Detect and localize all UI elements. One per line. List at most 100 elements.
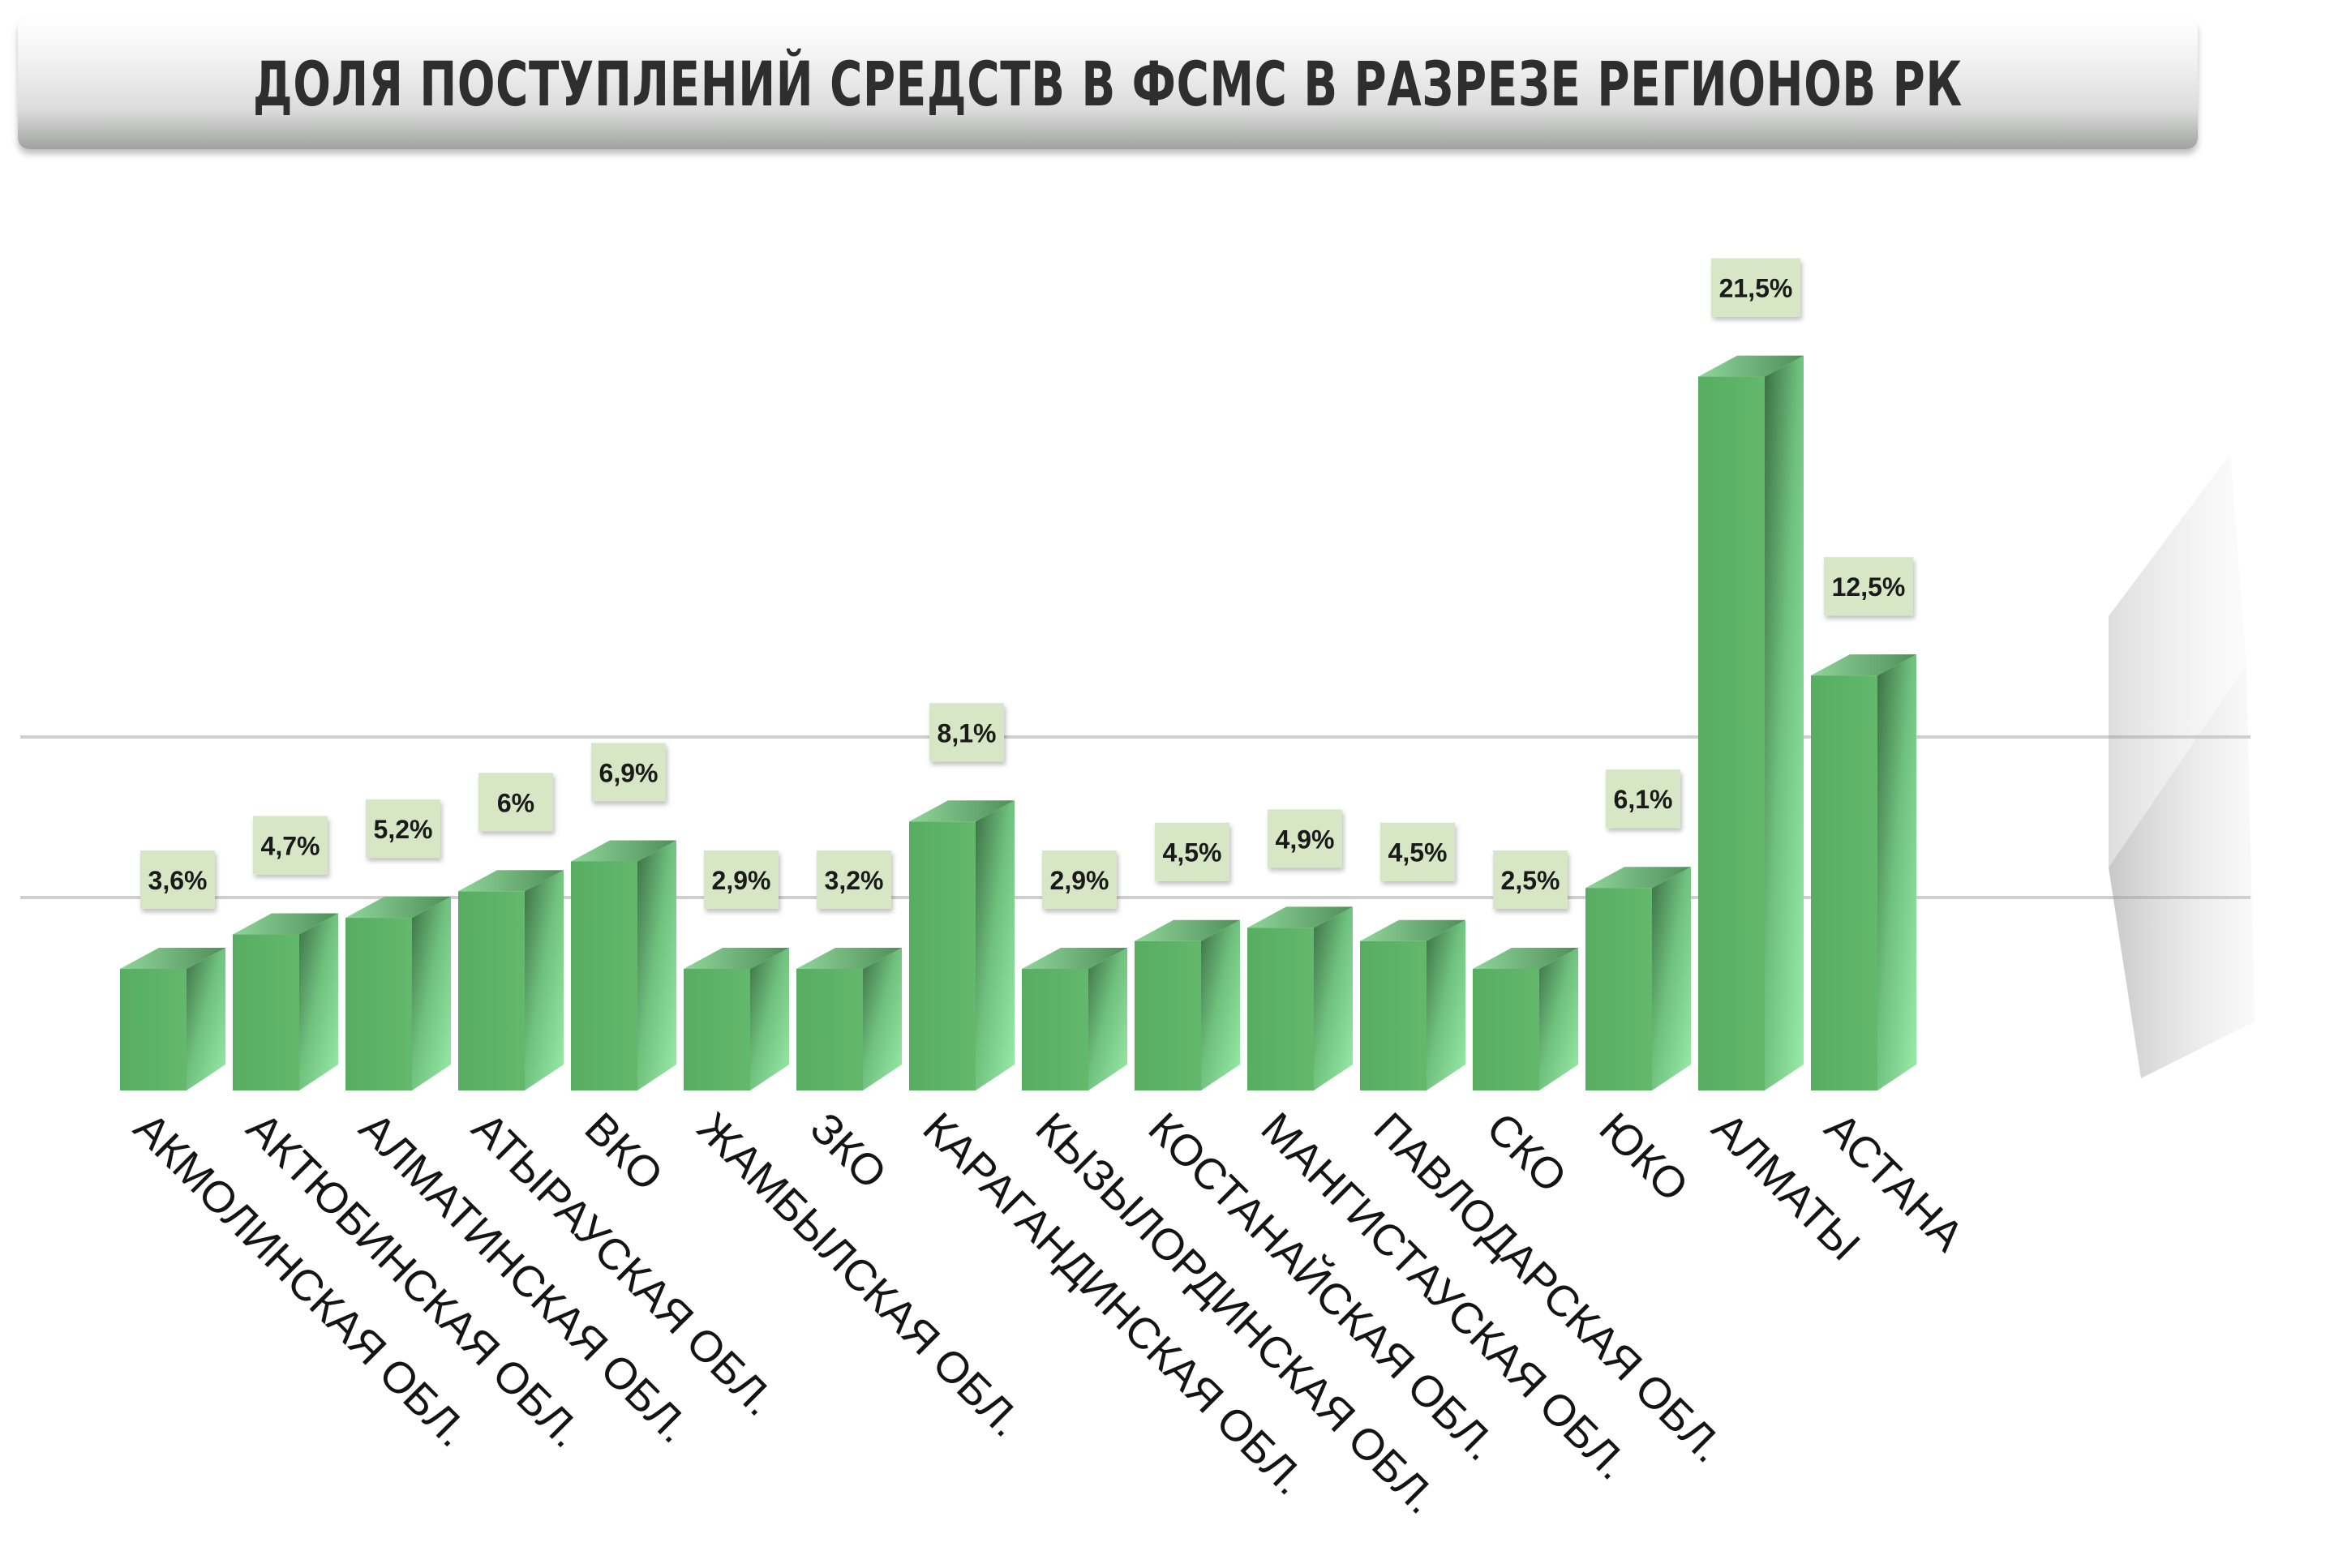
value-label: 12,5%: [1824, 557, 1913, 616]
chart-title: ДОЛЯ ПОСТУПЛЕНИЙ СРЕДСТВ В ФСМС В РАЗРЕЗ…: [253, 47, 1963, 120]
bar: [1698, 355, 1804, 1090]
value-label-text: 6,9%: [599, 758, 659, 787]
value-label: 4,5%: [1380, 822, 1455, 881]
bar-side: [1201, 919, 1240, 1090]
category-label: ЗКО: [801, 1103, 896, 1198]
bar-top: [796, 948, 902, 969]
value-label-box: [1380, 822, 1455, 881]
value-label-text: 12,5%: [1832, 572, 1906, 602]
value-label-box: [817, 850, 891, 909]
bar-top: [1135, 919, 1240, 941]
bar-front: [233, 934, 299, 1090]
category-label: ВКО: [576, 1103, 672, 1200]
bar-side: [637, 840, 676, 1090]
bar-side: [525, 870, 564, 1090]
bar-side: [1539, 948, 1578, 1090]
bar-front: [1360, 940, 1427, 1090]
value-label-text: 5,2%: [374, 815, 433, 844]
bar: [1473, 948, 1578, 1090]
bar-side: [187, 948, 225, 1090]
value-label-text: 2,9%: [712, 866, 771, 895]
bar-side: [299, 913, 338, 1090]
bar-top: [909, 800, 1015, 822]
value-label: 2,5%: [1493, 850, 1568, 909]
bar-top: [1247, 906, 1353, 928]
bar-front: [1473, 969, 1539, 1090]
value-label-box: [253, 816, 328, 875]
bar-front: [1698, 376, 1765, 1090]
bar-top: [1473, 948, 1578, 969]
bar-front: [684, 969, 750, 1090]
bar-side: [1765, 355, 1804, 1090]
bar-side: [1314, 906, 1353, 1090]
bar: [458, 870, 564, 1090]
value-label: 8,1%: [929, 703, 1004, 762]
bar-top: [458, 870, 564, 892]
bar-front: [796, 969, 863, 1090]
value-label-text: 21,5%: [1719, 274, 1793, 303]
value-label-text: 3,2%: [825, 866, 884, 895]
bar-top: [120, 948, 225, 969]
value-label-box: [929, 703, 1004, 762]
value-label: 2,9%: [1042, 850, 1117, 909]
bar: [684, 948, 789, 1090]
value-label: 2,9%: [704, 850, 779, 909]
value-label-text: 2,9%: [1050, 866, 1109, 895]
value-label-box: [1268, 809, 1342, 868]
bar-front: [1135, 940, 1201, 1090]
value-label-box: [704, 850, 779, 909]
bar-side: [1427, 919, 1465, 1090]
value-label-box: [1155, 822, 1229, 881]
value-label-box: [591, 743, 666, 802]
value-label: 21,5%: [1711, 258, 1800, 317]
value-label-text: 8,1%: [938, 718, 997, 748]
value-label-box: [478, 773, 553, 832]
value-label: 6,9%: [591, 743, 666, 802]
bar-top: [1811, 654, 1916, 676]
bar-front: [1022, 969, 1088, 1090]
value-label: 6%: [478, 773, 553, 832]
category-label: СКО: [1478, 1103, 1577, 1202]
bar: [1585, 867, 1691, 1090]
bar-side: [1652, 867, 1691, 1090]
value-label-text: 4,5%: [1163, 838, 1222, 868]
bar-top: [684, 948, 789, 969]
bar-side: [863, 948, 902, 1090]
bar: [345, 897, 451, 1090]
value-label-text: 2,5%: [1501, 866, 1560, 895]
bar: [1360, 919, 1465, 1090]
value-label-box: [366, 799, 440, 859]
bar-top: [1698, 355, 1804, 377]
bar: [796, 948, 902, 1090]
bar-front: [345, 918, 412, 1090]
value-label: 4,5%: [1155, 822, 1229, 881]
bar-side: [412, 897, 451, 1090]
category-label: ЮКО: [1590, 1103, 1698, 1211]
bar: [120, 948, 225, 1090]
value-label-box: [1042, 850, 1117, 909]
bar-side: [1088, 948, 1127, 1090]
title-banner: ДОЛЯ ПОСТУПЛЕНИЙ СРЕДСТВ В ФСМС В РАЗРЕЗ…: [18, 18, 2198, 149]
value-label-text: 4,5%: [1388, 838, 1448, 868]
bar-front: [909, 821, 976, 1090]
bar-top: [1585, 867, 1691, 889]
value-label-text: 4,7%: [261, 832, 320, 861]
bar-top: [233, 913, 338, 935]
value-label-box: [1824, 557, 1913, 616]
value-label: 4,9%: [1268, 809, 1342, 868]
value-label-box: [1606, 769, 1680, 829]
bar-front: [458, 891, 525, 1090]
bar-side: [750, 948, 789, 1090]
bar: [1022, 948, 1127, 1090]
value-label-text: 6%: [497, 788, 534, 817]
value-label: 3,6%: [140, 850, 215, 909]
bar-front: [1585, 888, 1652, 1090]
bar-shadow: [2109, 454, 2246, 868]
bar-front: [571, 861, 637, 1090]
value-label-box: [1711, 258, 1800, 317]
bar-side: [1877, 654, 1916, 1090]
bar-front: [1247, 928, 1314, 1090]
bar-front: [1811, 675, 1877, 1090]
bar-top: [1022, 948, 1127, 969]
